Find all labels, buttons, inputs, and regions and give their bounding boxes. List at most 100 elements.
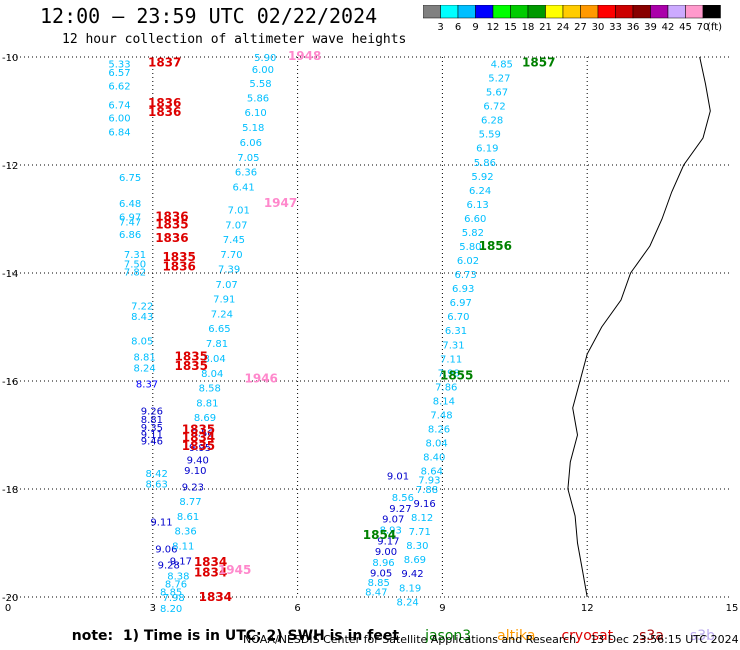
map-subtitle: 12 hour collection of altimeter wave hei… [62, 32, 407, 47]
wave-height-label: 7.47 [119, 218, 141, 229]
x-tick-label: 12 [581, 603, 594, 614]
satellite-legend-s3b: s3b [689, 628, 716, 644]
x-tick-label: 9 [439, 603, 445, 614]
colorbar-tick-label: 42 [662, 22, 675, 33]
wave-height-label: 8.96 [372, 558, 394, 569]
colorbar-tick-label: 6 [455, 22, 461, 33]
x-tick-label: 0 [5, 603, 11, 614]
wave-height-label: 5.67 [486, 88, 508, 99]
wave-height-label: 6.41 [232, 183, 254, 194]
wave-height-label: 7.50 [124, 259, 146, 270]
wave-height-colorbar: 3 6 9 12 15 18 21 24 27 30 33 36 39 42 45 70(ft) [423, 5, 722, 33]
wave-height-label: 8.93 [380, 526, 402, 537]
wave-height-label: 9.35 [141, 423, 163, 434]
wave-height-label: 6.28 [481, 116, 503, 127]
wave-height-label: 6.48 [119, 199, 141, 210]
wave-height-label: 7.45 [223, 235, 245, 246]
colorbar-tick-label: 24 [557, 22, 570, 33]
wave-height-label: 7.07 [225, 220, 247, 231]
colorbar-tick-label: 18 [522, 22, 535, 33]
colorbar-tick-label: 70 [697, 22, 710, 33]
wave-height-label: 6.06 [240, 138, 262, 149]
wave-height-label: 5.27 [488, 74, 510, 85]
colorbar-swatch [702, 5, 721, 19]
colorbar-tick-label: 45 [679, 22, 692, 33]
wave-height-label: 8.61 [177, 512, 199, 523]
wave-height-label: 8.81 [196, 399, 218, 410]
wave-height-label: 6.75 [119, 173, 141, 184]
wave-height-label: 7.48 [430, 410, 452, 421]
pass-time-label: 1947 [264, 196, 297, 210]
wave-height-label: 5.82 [462, 228, 484, 239]
x-tick-label: 6 [294, 603, 300, 614]
wave-height-label: 5.59 [479, 130, 501, 141]
wave-height-label: 8.30 [406, 541, 428, 552]
wave-height-label: 6.60 [464, 214, 486, 225]
pass-time-label: 1834 [194, 555, 227, 569]
wave-height-label: 6.86 [119, 230, 141, 241]
colorbar-tick-label: 39 [644, 22, 657, 33]
wave-height-label: 9.10 [184, 466, 206, 477]
wave-height-label: 5.86 [474, 158, 496, 169]
wave-height-label: 5.86 [247, 94, 269, 105]
wave-height-label: 7.31 [124, 250, 146, 261]
wave-height-label: 6.74 [108, 101, 130, 112]
wave-height-label: 8.40 [423, 453, 445, 464]
y-tick-label: -16 [2, 377, 18, 388]
wave-height-label: 7.31 [442, 340, 464, 351]
colorbar-tick-label: 30 [592, 22, 605, 33]
wave-height-label: 8.69 [194, 413, 216, 424]
colorbar-tick-label: 3 [437, 22, 443, 33]
wave-height-label: 6.73 [454, 270, 476, 281]
wave-height-label: 8.05 [131, 337, 153, 348]
satellite-legend-cryosat: cryosat [561, 628, 614, 644]
pass-time-label: 1857 [522, 55, 555, 69]
pass-time-label: 1837 [148, 55, 181, 69]
wave-height-label: 7.24 [211, 310, 233, 321]
wave-height-label: 9.05 [370, 569, 392, 580]
wave-height-label: 9.26 [141, 407, 163, 418]
pass-time-label: 1835 [182, 423, 215, 437]
wave-height-label: 7.22 [131, 301, 153, 312]
wave-height-label: 8.47 [365, 588, 387, 599]
wave-height-label: 8.04 [203, 354, 225, 365]
wave-height-label: 6.10 [245, 108, 267, 119]
wave-height-label: 7.98 [438, 368, 460, 379]
wave-height-label: 8.24 [133, 364, 155, 375]
pass-time-label: 1856 [479, 239, 512, 253]
wave-height-label: 6.24 [469, 186, 491, 197]
wave-height-label: 6.62 [108, 82, 130, 93]
wave-height-label: 9.16 [413, 499, 435, 510]
wave-height-label: 5.80 [459, 242, 481, 253]
pass-time-label: 1854 [363, 528, 396, 542]
wave-height-label: 6.70 [447, 312, 469, 323]
wave-height-label: 6.31 [445, 326, 467, 337]
wave-height-label: 8.81 [141, 415, 163, 426]
wave-height-label: 7.81 [206, 339, 228, 350]
wave-height-label: 5.58 [249, 79, 271, 90]
wave-height-label: 8.69 [404, 555, 426, 566]
wave-height-label: 7.70 [220, 250, 242, 261]
wave-height-label: 5.90 [254, 53, 276, 64]
wave-height-label: 6.36 [235, 167, 257, 178]
satellite-legend-altika: altika [497, 628, 536, 644]
pass-time-label: 1835 [175, 359, 208, 373]
wave-height-label: 8.37 [136, 380, 158, 391]
wave-height-label: 8.77 [179, 497, 201, 508]
y-tick-label: -12 [2, 161, 18, 172]
wave-height-label: 9.11 [141, 430, 163, 441]
x-tick-label: 3 [150, 603, 156, 614]
wave-height-label: 6.00 [108, 113, 130, 124]
pass-time-label: 1835 [175, 350, 208, 364]
wave-height-label: 6.72 [483, 102, 505, 113]
wave-height-label: 8.58 [199, 383, 221, 394]
wave-height-label: 9.11 [150, 517, 172, 528]
wave-height-label: 9.07 [382, 515, 404, 526]
wave-height-label: 9.01 [387, 472, 409, 483]
wave-height-label: 9.27 [389, 504, 411, 515]
wave-height-label: 6.97 [450, 298, 472, 309]
y-tick-label: -10 [2, 53, 18, 64]
wave-height-label: 6.93 [452, 284, 474, 295]
map-title: 12:00 – 23:59 UTC 02/22/2024 [40, 4, 378, 28]
wave-height-label: 7.07 [216, 280, 238, 291]
